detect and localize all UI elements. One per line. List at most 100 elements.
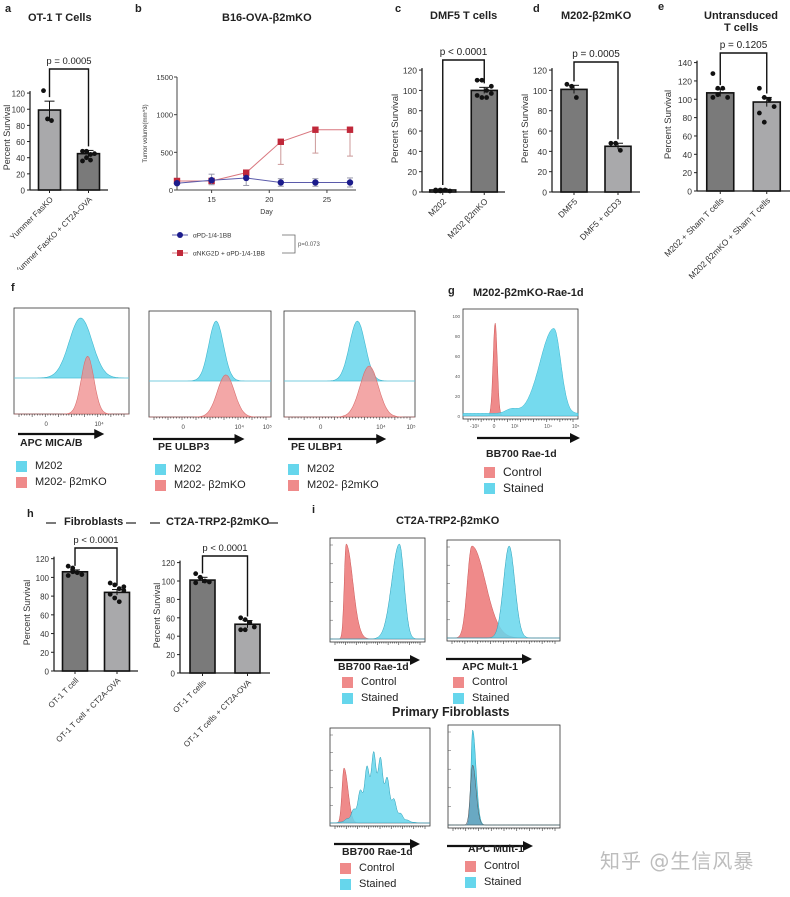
i-title-bottom: Primary Fibroblasts <box>392 705 510 719</box>
f2-axis-label: PE ULBP3 <box>158 441 210 453</box>
data-point <box>247 620 253 625</box>
y-tick-label: 60 <box>683 131 693 141</box>
y-tick-label: 0 <box>169 186 173 195</box>
y-tick-label: 80 <box>538 106 548 116</box>
y-tick-label: 20 <box>166 651 175 660</box>
i4-axis-label: APC Mult-1 <box>468 843 524 855</box>
y-tick-label: 0 <box>412 188 417 198</box>
data-point <box>193 571 199 577</box>
data-point <box>442 187 448 193</box>
legend-label: Stained <box>472 692 510 704</box>
panel-g: g M202-β2mKO-Rae-1d 0 20 40 60 80 100 -10³ 0 10³… <box>440 280 640 500</box>
data-point <box>121 588 127 593</box>
f3-legend: M202 M202- β2mKO <box>288 461 379 493</box>
data-point <box>45 116 50 122</box>
y-tick-label: 0 <box>542 188 547 198</box>
y-tick-label: 0 <box>687 187 692 197</box>
data-point <box>173 180 181 187</box>
p-value-label: p=0.073 <box>298 242 321 248</box>
x-axis-label: Day <box>260 209 273 216</box>
y-tick-label: 60 <box>538 127 548 137</box>
data-point <box>447 188 453 194</box>
x-tick-label: M202 β2mKO + Sham T cells <box>687 195 773 281</box>
watermark: 知乎 @生信风暴 <box>600 849 755 873</box>
data-point <box>112 595 118 601</box>
i2-axis-label: APC Mult-1 <box>462 661 518 673</box>
x-tick-label: DMF5 + αCD3 <box>578 196 624 242</box>
data-point <box>251 624 257 630</box>
data-point <box>761 95 767 100</box>
data-point <box>84 148 89 154</box>
y-tick-label: 40 <box>683 150 693 160</box>
y-axis-label: Percent Survival <box>663 90 674 159</box>
histogram-stained <box>329 751 430 824</box>
y-tick-label: 40 <box>40 630 49 639</box>
data-point <box>573 95 579 100</box>
legend-swatch-cyan <box>342 692 353 704</box>
x-tick-label: OT-1 T cells <box>171 678 208 715</box>
p-value-label: p = 0.0005 <box>46 56 91 67</box>
panel-label-i: i <box>312 504 316 516</box>
legend-label: M202 <box>174 463 202 475</box>
p-value-label: p = 0.1205 <box>720 40 768 51</box>
data-point <box>208 177 215 184</box>
histogram-m202 <box>14 317 129 379</box>
bar <box>61 570 89 672</box>
y-axis-label: Tumor volume(mm^3) <box>143 104 149 162</box>
panel-label-e: e <box>658 1 665 13</box>
y-tick-label: 100 <box>403 86 417 96</box>
data-point <box>720 85 726 91</box>
data-point <box>277 138 284 145</box>
histogram-m202-b2mko <box>149 374 271 418</box>
y-tick-label: 0 <box>171 670 176 679</box>
legend-label: M202 <box>35 460 63 472</box>
data-point <box>238 627 244 633</box>
f2-legend: M202 M202- β2mKO <box>155 461 246 493</box>
y-tick-label: 80 <box>40 593 49 602</box>
bar <box>560 88 588 193</box>
i4-legend: Control Stained <box>465 858 521 890</box>
x-tick-label: 25 <box>323 195 331 204</box>
panel-b: b B16-OVA-β2mKO 0 500 1000 1500 15 20 25 Day Tum… <box>130 0 370 260</box>
y-tick-label: 80 <box>455 334 461 339</box>
panel-e: e Untransduced T cells 0 20 40 60 80 100 120 14… <box>640 0 790 320</box>
y-tick-label: 500 <box>160 148 173 157</box>
histogram-m202 <box>284 320 415 382</box>
flow-histograms-f: 0 10⁴ 0 10⁴ 10⁵ 0 10⁴ 10⁵ <box>13 307 416 444</box>
x-tick-label: 10⁴ <box>235 424 245 431</box>
y-tick-label: 120 <box>678 76 692 86</box>
significance-bracket <box>48 68 90 147</box>
legend-swatch-cyan <box>16 460 27 472</box>
data-point <box>116 599 122 605</box>
data-point <box>608 140 614 146</box>
data-point <box>756 110 762 116</box>
legend-swatch-red <box>484 466 495 478</box>
legend-swatch-cyan <box>288 463 299 475</box>
data-point <box>65 573 71 578</box>
axis-arrow-head <box>376 434 387 444</box>
line-chart-b: 0 500 1000 1500 15 20 25 Day Tumor volume(mm^3) α… <box>143 73 356 258</box>
histogram-stained <box>462 328 579 417</box>
y-tick-label: 120 <box>403 66 417 76</box>
legend-label: Control <box>359 862 395 874</box>
y-tick-label: 120 <box>12 90 26 99</box>
legend-label: αNKG2D + αPD-1/4-1BB <box>193 251 265 258</box>
flow-histograms-i <box>329 537 561 851</box>
bar <box>234 623 261 674</box>
panel-d: d M202-β2mKO 0 20 40 60 80 100 120 Percent Surv… <box>505 0 640 270</box>
y-tick-label: 40 <box>408 147 418 157</box>
data-point <box>242 627 248 633</box>
chart-title-c: DMF5 T cells <box>430 10 498 22</box>
y-axis-label: Percent Survival <box>520 94 531 163</box>
y-tick-label: 20 <box>40 649 49 658</box>
legend-label: αPD-1/4-1BB <box>193 233 231 240</box>
bar-chart-c: 0 20 40 60 80 100 120 Percent Survival M202M202 … <box>390 47 505 241</box>
data-point <box>479 77 485 83</box>
legend-label: Stained <box>359 878 397 890</box>
g-axis-label: BB700 Rae-1d <box>486 448 557 460</box>
data-point <box>479 95 485 100</box>
legend-swatch-red <box>342 676 353 688</box>
data-point <box>116 586 122 592</box>
